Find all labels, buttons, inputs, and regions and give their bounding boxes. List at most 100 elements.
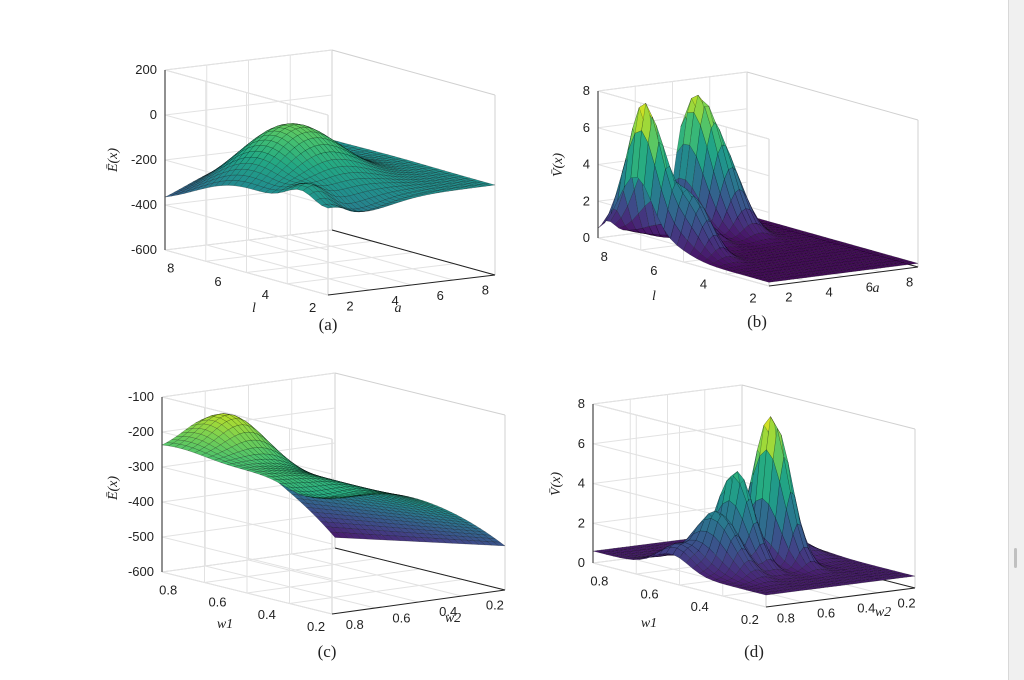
x-tick-label: 0.8 <box>346 617 364 632</box>
pane-edge <box>741 384 916 430</box>
floor-gridline <box>289 579 463 604</box>
z-axis-label: Ē(x) <box>105 148 121 173</box>
y-axis-label: w1 <box>217 617 233 632</box>
panel-caption: (a) <box>319 315 338 334</box>
x-tick-label: 4 <box>825 285 832 300</box>
chart-panel-d: 0 2 4 6 8 0.8 0.6 0.4 0.2 0.8 0.6 0.4 0.2 V̄(x) w2 w1 (d… <box>549 384 916 661</box>
axis-line <box>765 587 916 608</box>
z-tick-label: -200 <box>131 152 157 167</box>
floor-gridline <box>287 263 455 285</box>
z-tick-label: 2 <box>583 193 590 208</box>
pane-edge <box>746 71 919 121</box>
y-tick-label: 6 <box>650 263 657 278</box>
z-tick-label: 200 <box>135 62 157 77</box>
x-tick-label: 6 <box>866 279 873 294</box>
surface-patch <box>907 261 919 265</box>
y-tick-label: 2 <box>749 291 756 306</box>
z-tick-label: -100 <box>128 389 154 404</box>
y-tick-label: 0.8 <box>159 583 177 598</box>
z-tick-label: 2 <box>578 515 585 530</box>
surface-a <box>164 123 496 213</box>
z-tick-label: -200 <box>128 424 154 439</box>
z-tick-label: -600 <box>131 242 157 257</box>
z-tick-label: 4 <box>583 157 590 172</box>
panel-caption: (d) <box>744 642 764 661</box>
z-tick-label: -400 <box>131 197 157 212</box>
x-tick-label: 0.4 <box>857 600 875 615</box>
y-tick-label: 0.2 <box>307 619 325 634</box>
floor-gridline <box>246 252 414 273</box>
x-tick-label: 0.4 <box>439 604 457 619</box>
panel-caption: (b) <box>747 312 767 331</box>
panel-caption: (c) <box>318 642 337 661</box>
axis-line <box>768 266 919 287</box>
z-tick-label: -400 <box>128 494 154 509</box>
y-tick-label: 0.6 <box>641 586 659 601</box>
axis-line <box>331 589 506 615</box>
axis-line <box>334 547 506 591</box>
surface-c <box>161 413 506 547</box>
y-axis-label: w1 <box>641 616 657 631</box>
x-tick-label: 0.2 <box>898 595 916 610</box>
z-tick-label: 0 <box>583 230 590 245</box>
y-tick-label: 8 <box>601 249 608 264</box>
y-tick-label: 6 <box>214 274 221 289</box>
z-tick-label: 8 <box>578 396 585 411</box>
scroll-handle[interactable] <box>1014 548 1017 568</box>
x-axis-label: a <box>873 281 880 296</box>
y-tick-label: 4 <box>262 287 269 302</box>
y-axis-label: l <box>252 301 256 316</box>
right-scroll-strip[interactable] <box>1008 0 1024 680</box>
y-tick-label: 0.6 <box>208 595 226 610</box>
chart-panel-c: -600 -500 -400 -300 -200 -100 0.8 0.6 0.4 0.2 0.8 0… <box>105 372 506 661</box>
z-tick-label: 6 <box>583 120 590 135</box>
y-axis-label: l <box>652 289 656 304</box>
axis-line <box>327 274 496 296</box>
z-tick-label: 8 <box>583 83 590 98</box>
z-tick-label: -500 <box>128 529 154 544</box>
z-tick-label: 4 <box>578 476 585 491</box>
z-tick-label: -600 <box>128 564 154 579</box>
x-axis-label: w2 <box>875 605 891 620</box>
chart-panel-b: 0 2 4 6 8 2 4 6 8 8 6 4 2 V̄(x) a l (b) <box>551 71 919 331</box>
y-tick-label: 8 <box>167 261 174 276</box>
y-tick-label: 2 <box>309 300 316 315</box>
x-tick-label: 8 <box>906 274 913 289</box>
x-tick-label: 2 <box>785 290 792 305</box>
x-tick-label: 0.8 <box>777 611 795 626</box>
z-axis-label: V̄(x) <box>551 153 566 177</box>
chart-panel-a: -600 -400 -200 0 200 2 4 6 8 8 6 4 2 Ē(x) a l (a) <box>105 49 496 334</box>
x-tick-label: 0.2 <box>486 598 504 613</box>
surface-patch <box>493 541 506 547</box>
y-tick-label: 0.4 <box>691 599 709 614</box>
y-tick-label: 0.2 <box>741 612 759 627</box>
x-tick-label: 8 <box>482 282 489 297</box>
y-tick-label: 0.4 <box>258 607 276 622</box>
axis-line <box>331 229 496 276</box>
surface-d <box>592 415 916 596</box>
z-tick-label: 0 <box>150 107 157 122</box>
x-tick-label: 0.6 <box>392 611 410 626</box>
x-axis-label: w2 <box>445 611 461 626</box>
pane-edge <box>334 372 506 416</box>
z-axis-label: Ē(x) <box>105 476 121 501</box>
surface-patch <box>904 574 916 577</box>
surface-patch <box>484 183 496 186</box>
x-tick-label: 6 <box>437 288 444 303</box>
x-axis-label: a <box>395 301 402 316</box>
y-tick-label: 4 <box>700 277 707 292</box>
floor-gridline <box>246 568 421 594</box>
surface-b <box>597 94 919 283</box>
floor-gridline <box>290 234 454 281</box>
pane-edge <box>331 49 496 96</box>
z-tick-label: 0 <box>578 555 585 570</box>
x-tick-label: 2 <box>346 299 353 314</box>
z-axis-label: V̄(x) <box>549 472 564 496</box>
x-tick-label: 0.6 <box>817 606 835 621</box>
x-tick-label: 4 <box>392 293 399 308</box>
z-tick-label: 6 <box>578 436 585 451</box>
z-tick-label: -300 <box>128 459 154 474</box>
y-tick-label: 0.8 <box>590 574 608 589</box>
floor-gridline <box>291 553 462 597</box>
